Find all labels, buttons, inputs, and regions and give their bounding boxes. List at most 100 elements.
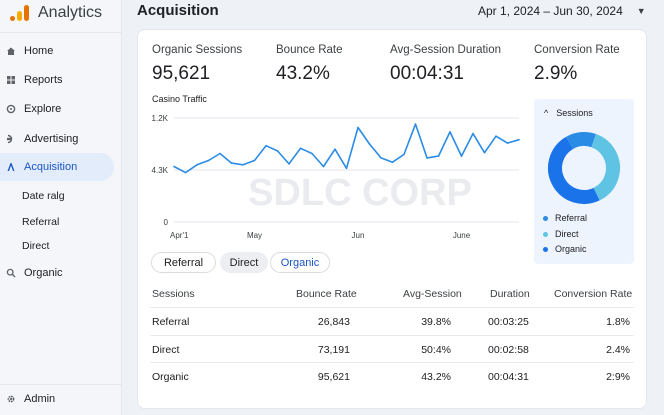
data-point [311,152,313,155]
brand[interactable]: Analytics [10,3,102,23]
legend-dot [543,215,548,221]
data-point [414,123,417,125]
sidebar-item-admin[interactable]: Admin [0,385,114,413]
chart-title: Casino Traffic [152,94,207,104]
gear-icon [6,394,16,404]
kpi-bounce-rate: Bounce Rate 43.2% [276,44,343,85]
kpi-organic-sessions: Organic Sessions 95,621 [152,44,242,85]
sidebar: Analytics Home Reports Explore Advertisi… [0,0,122,415]
sidebar-item-reports[interactable]: Reports [0,66,114,94]
cell-bounce-rate: 39.8% [421,316,451,328]
table-divider [150,335,634,336]
date-range-label: Apr 1, 2024 – Jun 30, 2024 [478,4,623,18]
legend-item-organic: Organic [543,244,587,254]
data-point [276,150,279,152]
donut-title: Sessions [556,108,593,118]
data-point [460,155,463,157]
kpi-value: 43.2% [276,63,330,84]
data-point [299,147,302,150]
x-tick-label: Apr'1 [170,231,189,240]
x-tick-label: Jun [352,231,365,240]
kpi-avg-session-duration: Avg-Session Duration 00:04:31 [390,44,501,85]
data-point [403,153,405,156]
sidebar-item-organic[interactable]: Organic [0,259,114,287]
data-point [196,164,198,166]
kpi-label: Avg-Session Duration [390,44,502,56]
data-point [334,148,336,150]
column-header-duration[interactable]: Duration [490,288,530,300]
reports-grid-icon [6,75,16,85]
data-point [495,135,497,137]
data-point [368,143,371,145]
kpi-label: Conversion Rate [534,44,620,56]
cell-conversion-rate: 2:9% [606,371,630,383]
sidebar-item-label: Home [24,45,54,57]
data-point [265,144,267,147]
traffic-line-chart: 1.2K 4.3K 0 SDLC CORP Apr'1 May Jun June [152,114,520,240]
legend-item-direct: Direct [543,229,579,239]
column-header-conversion-rate[interactable]: Conversion Rate [554,288,633,300]
divider [0,384,122,385]
data-point [518,138,520,141]
y-tick-label: 0 [164,218,169,227]
sidebar-item-explore[interactable]: Explore [0,95,114,123]
sidebar-item-label: Organic [24,267,63,279]
sidebar-subitem-referral[interactable]: Referral [22,216,60,228]
column-header-avg-session[interactable]: Avg-Session [403,288,462,300]
x-tick-label: May [247,231,262,240]
kpi-label: Organic Sessions [152,44,243,56]
sidebar-item-advertising[interactable]: Advertising [0,125,114,153]
x-tick-label: June [453,231,471,240]
acquisition-icon [6,162,16,172]
data-point [506,142,509,144]
cell-duration: 00:04:31 [488,371,529,383]
sidebar-item-label: Admin [24,393,56,405]
cell-duration: 00:02:58 [488,344,529,356]
kpi-label: Bounce Rate [276,44,343,56]
sidebar-item-label: Advertising [24,133,79,145]
filter-chip-direct[interactable]: Direct [220,252,268,273]
donut-slice-organic[interactable] [544,128,623,207]
cell-channel: Direct [152,344,180,356]
date-range-picker[interactable]: Apr 1, 2024 – Jun 30, 2024 ▼ [478,4,646,18]
data-point [230,162,233,164]
sidebar-item-label: Explore [24,103,62,115]
y-tick-label: 4.3K [152,166,169,175]
legend-label: Referral [555,213,588,223]
data-point [357,126,359,129]
divider [0,32,122,33]
sidebar-item-acquisition[interactable]: Acquisition [0,153,114,181]
data-point [219,152,221,155]
table-divider [150,362,634,363]
legend-dot [543,246,548,252]
cell-conversion-rate: 2.4% [606,344,630,356]
cell-sessions: 26,843 [317,316,350,328]
donut-collapse-toggle[interactable]: ^ Sessions [544,108,593,118]
filter-chip-referral[interactable]: Referral [151,252,216,273]
filter-chip-organic[interactable]: Organic [270,252,330,273]
cell-conversion-rate: 1.8% [606,316,630,328]
kpi-value: 95,621 [152,63,211,84]
kpi-value: 00:04:31 [390,63,464,84]
caret-down-icon: ▼ [636,6,646,16]
column-header-sessions[interactable]: Sessions [152,288,195,300]
data-point [253,159,256,162]
explore-icon [6,104,16,114]
column-header-bounce-rate[interactable]: Bounce Rate [296,288,357,300]
cell-bounce-rate: 50:4% [421,344,451,356]
watermark: SDLC CORP [248,172,472,214]
data-point [242,164,244,166]
sidebar-item-label: Reports [24,74,63,86]
donut-slice-direct[interactable] [544,128,623,207]
sidebar-item-home[interactable]: Home [0,37,114,65]
data-point [483,151,486,154]
sidebar-subitem-direct[interactable]: Direct [22,240,50,252]
cell-channel: Organic [152,371,189,383]
cell-sessions: 73,191 [317,344,350,356]
sessions-donut-panel: ^ Sessions Referral Direct Organic [534,99,634,264]
data-point [288,163,290,165]
sidebar-subitem-date-range[interactable]: Date ralg [22,190,65,202]
data-point [426,157,428,159]
series-line [173,123,520,174]
cell-sessions: 95,621 [317,371,350,383]
